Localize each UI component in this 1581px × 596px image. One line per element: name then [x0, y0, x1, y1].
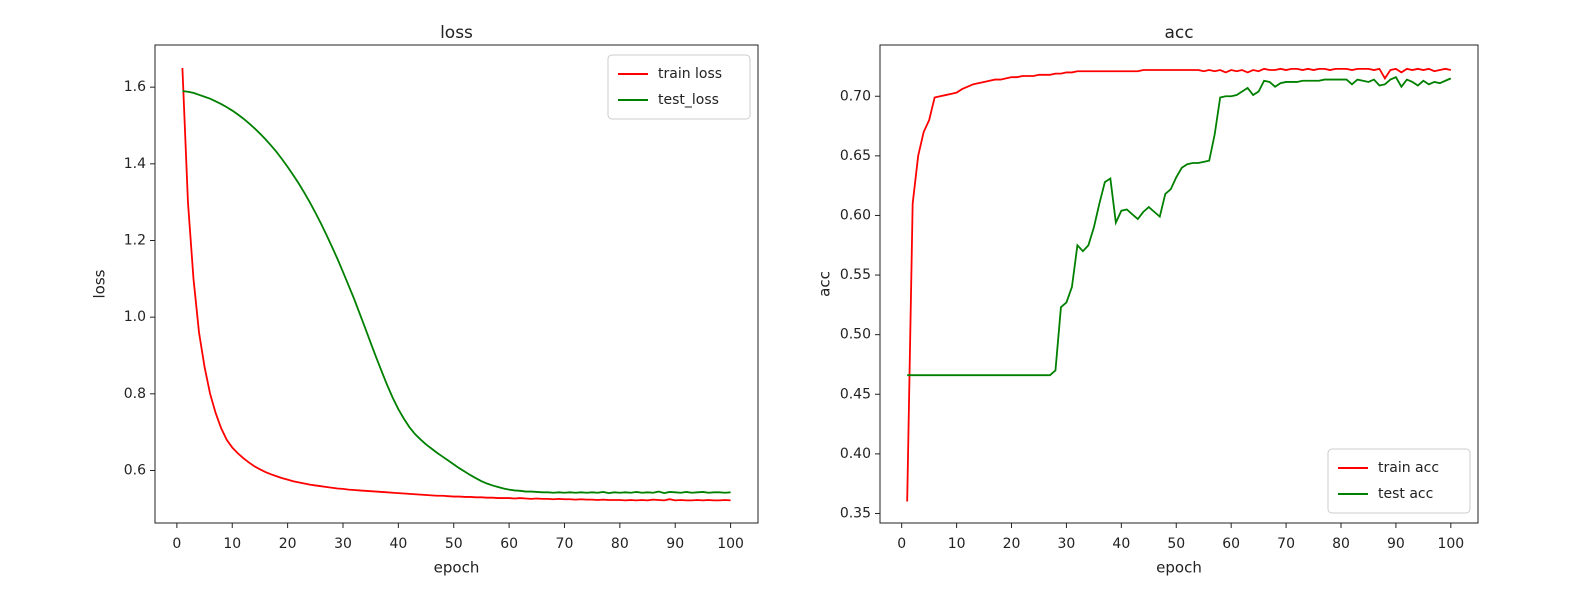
x-tick-label: 70 [1277, 536, 1295, 552]
x-tick-label: 40 [1112, 536, 1130, 552]
legend-label: train acc [1378, 460, 1439, 476]
y-tick-label: 0.6 [124, 462, 146, 478]
x-tick-label: 100 [1437, 536, 1464, 552]
legend-box [607, 54, 751, 120]
y-tick-label: 1.2 [124, 232, 146, 248]
legend-box [1327, 448, 1471, 514]
x-tick-label: 80 [1332, 536, 1350, 552]
x-tick-label: 50 [445, 536, 463, 552]
x-tick-label: 40 [389, 536, 407, 552]
x-tick-label: 50 [1167, 536, 1185, 552]
data-line [906, 67, 1452, 502]
x-tick-label: 100 [717, 536, 744, 552]
legend-label: test acc [1378, 486, 1433, 502]
x-tick-label: 60 [500, 536, 518, 552]
y-tick-label: 1.6 [124, 79, 146, 95]
plot-frame [154, 44, 759, 524]
y-tick-label: 0.55 [840, 267, 871, 283]
legend-label: train loss [658, 66, 722, 82]
data-line [182, 90, 731, 495]
plot-frame [879, 44, 1479, 524]
y-axis-label: loss [91, 269, 109, 298]
data-line [907, 76, 1452, 377]
x-tick-label: 0 [897, 536, 906, 552]
x-tick-label: 80 [611, 536, 629, 552]
x-tick-label: 10 [948, 536, 966, 552]
y-tick-label: 0.40 [840, 446, 871, 462]
x-tick-label: 10 [223, 536, 241, 552]
x-tick-label: 60 [1222, 536, 1240, 552]
y-axis-label: acc [816, 271, 834, 297]
legend: train loss test_loss [607, 54, 751, 120]
x-tick-label: 90 [1387, 536, 1405, 552]
y-tick-label: 0.60 [840, 207, 871, 223]
y-tick-label: 0.8 [124, 386, 146, 402]
legend-label: test_loss [658, 92, 719, 108]
y-tick-label: 0.70 [840, 88, 871, 104]
subplot-title: loss [440, 23, 473, 43]
y-tick-label: 0.35 [840, 505, 871, 521]
y-tick-label: 1.4 [124, 156, 146, 172]
data-line [181, 67, 731, 502]
y-tick-label: 0.50 [840, 327, 871, 343]
y-tick-label: 0.45 [840, 386, 871, 402]
x-tick-label: 30 [334, 536, 352, 552]
x-tick-label: 90 [666, 536, 684, 552]
legend: train acc test acc [1327, 448, 1471, 514]
x-tick-label: 20 [1003, 536, 1021, 552]
y-tick-label: 0.65 [840, 148, 871, 164]
y-tick-label: 1.0 [124, 309, 146, 325]
x-tick-label: 70 [556, 536, 574, 552]
subplot: acc epoch acc 0 10 20 30 40 50 60 70 80 90 100 0.35 0.4… [816, 23, 1479, 577]
x-axis-label: epoch [1156, 559, 1202, 577]
x-tick-label: 20 [279, 536, 297, 552]
x-axis-label: epoch [434, 559, 480, 577]
subplot: loss epoch loss 0 10 20 30 40 50 60 70 80 90 100 0.6 0.… [91, 23, 759, 577]
x-tick-label: 0 [172, 536, 181, 552]
subplot-title: acc [1164, 23, 1193, 43]
x-tick-label: 30 [1058, 536, 1076, 552]
